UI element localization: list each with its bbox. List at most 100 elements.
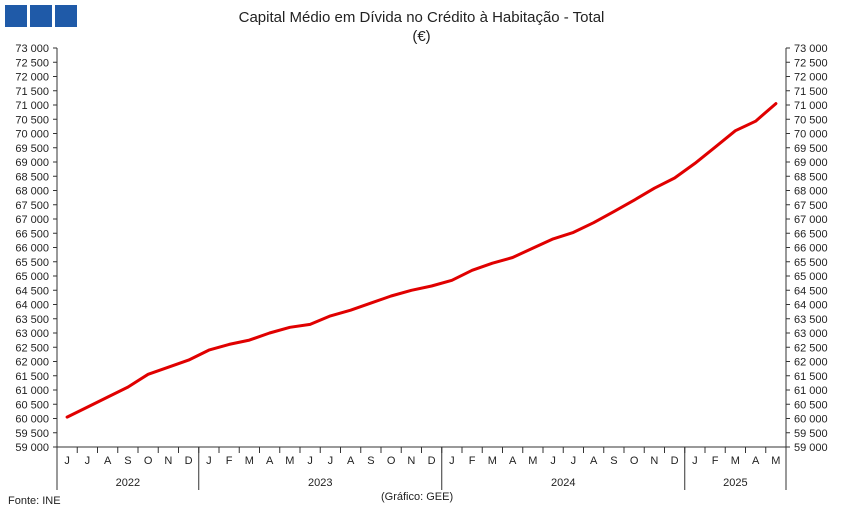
x-month-label: A	[590, 455, 598, 467]
y-tick-label-right: 64 500	[794, 285, 828, 297]
y-tick-label-right: 65 500	[794, 257, 828, 269]
y-tick-label-right: 71 000	[794, 100, 828, 112]
data-point	[653, 187, 656, 190]
y-tick-label-left: 64 000	[15, 300, 49, 312]
x-month-label: J	[328, 455, 334, 467]
y-tick-label-right: 59 500	[794, 428, 828, 440]
y-tick-label-left: 66 000	[15, 243, 49, 255]
x-month-label: N	[650, 455, 658, 467]
data-point	[592, 221, 595, 224]
x-month-label: J	[307, 455, 313, 467]
y-tick-label-left: 67 500	[15, 200, 49, 212]
x-year-label: 2025	[723, 477, 747, 489]
y-tick-label-left: 61 000	[15, 385, 49, 397]
y-tick-label-right: 73 000	[794, 43, 828, 55]
y-tick-label-left: 62 500	[15, 342, 49, 354]
y-tick-label-right: 67 000	[794, 214, 828, 226]
x-month-label: S	[124, 455, 131, 467]
data-point	[207, 348, 211, 352]
y-tick-label-right: 59 000	[794, 442, 828, 454]
y-tick-label-right: 62 000	[794, 357, 828, 369]
x-month-label: J	[550, 455, 556, 467]
y-tick-label-left: 67 000	[15, 214, 49, 226]
y-tick-label-left: 64 500	[15, 285, 49, 297]
y-tick-label-left: 61 500	[15, 371, 49, 383]
x-month-label: J	[571, 455, 577, 467]
data-point	[187, 358, 190, 362]
y-tick-label-left: 63 000	[15, 328, 49, 340]
x-month-label: S	[367, 455, 374, 467]
chart-title: Capital Médio em Dívida no Crédito à Hab…	[238, 9, 605, 26]
x-month-label: F	[226, 455, 233, 467]
data-point	[734, 129, 737, 132]
x-month-label: S	[610, 455, 617, 467]
data-point	[774, 102, 778, 105]
data-point	[693, 162, 697, 165]
data-point	[389, 294, 393, 298]
y-tick-label-right: 65 000	[794, 271, 828, 283]
data-point	[146, 373, 150, 376]
y-tick-label-right: 61 500	[794, 371, 828, 383]
x-month-label: M	[245, 455, 254, 467]
y-tick-label-left: 70 000	[15, 129, 49, 141]
y-tick-label-right: 63 500	[794, 314, 828, 326]
chart-subtitle: (€)	[412, 28, 431, 45]
logo-square-1	[5, 5, 27, 27]
y-tick-label-right: 60 500	[794, 399, 828, 411]
data-point	[167, 366, 170, 369]
data-point	[106, 395, 109, 399]
y-tick-label-right: 71 500	[794, 86, 828, 98]
logo-square-2	[30, 5, 52, 27]
y-tick-label-left: 70 500	[15, 114, 49, 126]
x-month-label: M	[731, 455, 740, 467]
y-tick-label-left: 62 000	[15, 357, 49, 369]
y-tick-label-right: 61 000	[794, 385, 828, 397]
x-month-label: J	[64, 455, 70, 467]
x-month-label: F	[469, 455, 476, 467]
data-point	[754, 120, 757, 123]
x-year-label: 2024	[551, 477, 575, 489]
y-tick-label-left: 65 000	[15, 271, 49, 283]
y-tick-label-right: 60 000	[794, 414, 828, 426]
data-point	[369, 301, 373, 305]
y-tick-label-left: 72 500	[15, 57, 49, 69]
data-point	[713, 145, 717, 149]
x-month-label: J	[206, 455, 212, 467]
y-tick-label-left: 73 000	[15, 43, 49, 55]
data-point	[450, 279, 454, 282]
data-point	[65, 415, 69, 419]
data-point	[410, 289, 413, 292]
data-point	[86, 405, 89, 409]
y-tick-label-right: 72 500	[794, 57, 828, 69]
x-month-label: F	[712, 455, 719, 467]
y-tick-label-right: 70 500	[794, 114, 828, 126]
data-point	[349, 309, 352, 312]
x-month-label: M	[285, 455, 294, 467]
y-tick-label-right: 68 500	[794, 171, 828, 183]
y-tick-label-left: 60 500	[15, 399, 49, 411]
y-tick-label-left: 63 500	[15, 314, 49, 326]
chart-credit: (Gráfico: GEE)	[381, 491, 454, 503]
y-tick-label-left: 66 500	[15, 228, 49, 240]
y-tick-label-right: 66 500	[794, 228, 828, 240]
x-month-label: A	[752, 455, 760, 467]
x-month-label: D	[671, 455, 679, 467]
x-month-label: O	[630, 455, 639, 467]
x-month-label: J	[449, 455, 455, 467]
data-point	[248, 338, 251, 342]
x-month-label: N	[407, 455, 415, 467]
data-point	[511, 256, 514, 259]
data-point	[329, 314, 332, 318]
y-tick-label-left: 60 000	[15, 414, 49, 426]
data-point	[470, 269, 474, 272]
y-tick-label-left: 71 500	[15, 86, 49, 98]
x-month-label: M	[488, 455, 497, 467]
y-tick-label-left: 69 000	[15, 157, 49, 169]
y-tick-label-right: 68 000	[794, 186, 828, 198]
data-point	[308, 323, 312, 326]
x-year-label: 2022	[116, 477, 140, 489]
data-point	[612, 210, 616, 213]
data-point	[430, 284, 433, 288]
y-tick-label-left: 65 500	[15, 257, 49, 269]
